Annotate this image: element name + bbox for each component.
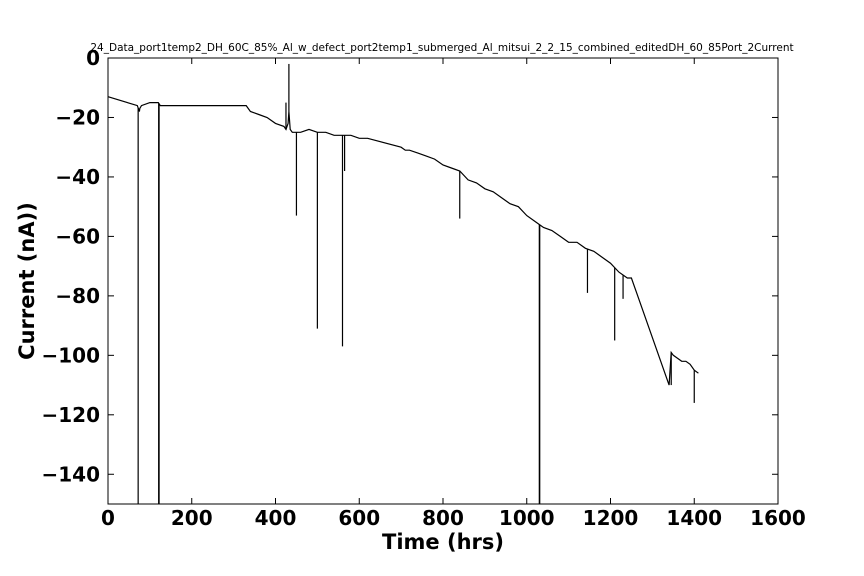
y-tick-label: −120 [41, 403, 100, 427]
x-tick-label: 200 [171, 506, 213, 530]
y-tick-label: −140 [41, 462, 100, 486]
y-tick-label: −40 [55, 165, 100, 189]
y-tick-label: −60 [55, 224, 100, 248]
x-axis-label: Time (hrs) [382, 530, 504, 554]
x-tick-label: 1200 [583, 506, 639, 530]
y-axis-label: Current (nA)) [15, 202, 39, 360]
x-tick-label: 600 [338, 506, 380, 530]
y-tick-label: −20 [55, 105, 100, 129]
y-tick-label: 0 [86, 46, 100, 70]
x-tick-label: 1000 [499, 506, 555, 530]
x-tick-label: 800 [422, 506, 464, 530]
x-tick-label: 1400 [666, 506, 722, 530]
x-axis-ticks: 0 200 400 600 800 1000 1200 1400 1600 [101, 58, 806, 530]
y-tick-label: −80 [55, 284, 100, 308]
plot-area [107, 57, 779, 505]
x-tick-label: 0 [101, 506, 115, 530]
x-tick-label: 400 [255, 506, 297, 530]
y-tick-label: −100 [41, 343, 100, 367]
series-layer [107, 63, 699, 504]
y-axis-ticks: 0 −20 −40 −60 −80 −100 −120 −140 [41, 46, 778, 486]
chart-title: 24_Data_port1temp2_DH_60C_85%_Al_w_defec… [90, 42, 793, 54]
x-tick-label: 1600 [750, 506, 806, 530]
current-series-line [107, 96, 699, 386]
